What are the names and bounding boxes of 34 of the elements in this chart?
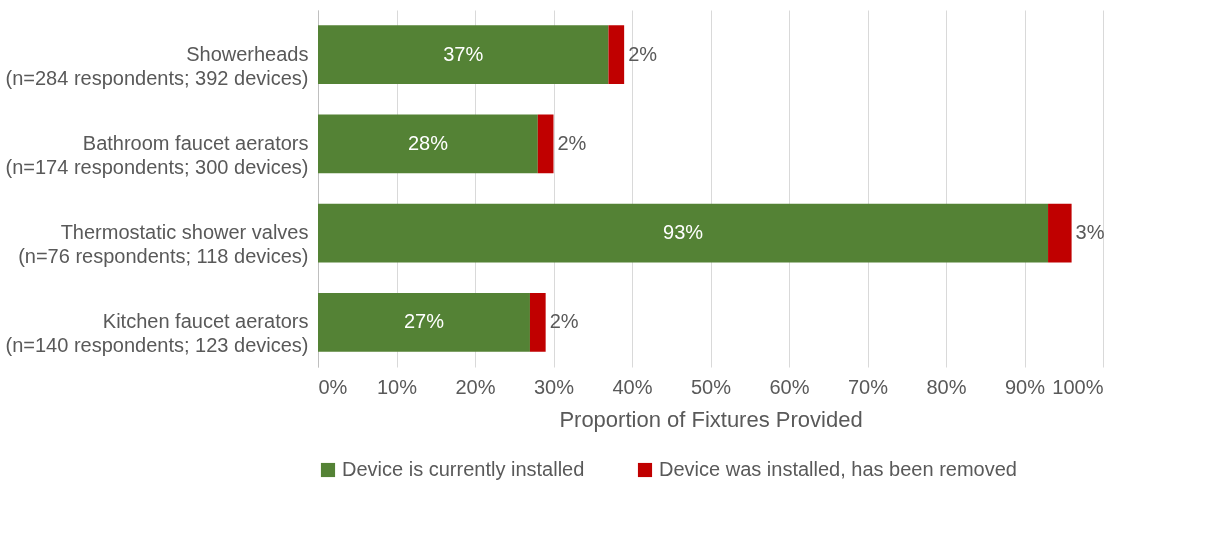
data-label: 93%: [663, 221, 704, 244]
bar: [318, 25, 609, 85]
y-tick-label: Showerheads (n=284 respondents; 392 devices): [5, 42, 309, 89]
bar: [318, 203, 1049, 263]
data-label: 2%: [549, 310, 579, 333]
legend-label: Device is currently installed: [342, 458, 585, 480]
y-tick-label: Thermostatic shower valves (n=76 respondents; 118 devices): [18, 221, 309, 268]
x-tick-label: 90%: [1004, 375, 1046, 398]
x-tick-label: 80%: [926, 375, 967, 398]
x-axis-title: Proportion of Fixtures Provided: [559, 406, 863, 432]
legend-label: Device was installed, has been removed: [659, 458, 1017, 480]
x-tick-label: 100%: [1052, 375, 1104, 398]
data-label: 2%: [557, 131, 587, 154]
bar: [608, 25, 625, 85]
data-label: 27%: [403, 310, 445, 333]
bar: [537, 114, 554, 174]
bar: [318, 292, 530, 352]
data-label: 3%: [1075, 221, 1105, 244]
x-tick-label: 60%: [769, 375, 810, 398]
x-tick-label: 50%: [690, 375, 732, 398]
data-label: 2%: [628, 42, 658, 65]
x-tick-label: 70%: [847, 375, 889, 398]
y-tick-label: Kitchen faucet aerators (n=140 respondents; 123 devices): [5, 310, 309, 357]
bar: [529, 292, 546, 352]
y-tick-label: Bathroom faucet aerators (n=174 respondents; 300 devices): [5, 131, 309, 178]
bar: [1048, 203, 1072, 263]
bar: [318, 114, 538, 174]
x-tick-label: 30%: [533, 375, 575, 398]
data-label: 28%: [407, 131, 449, 154]
x-tick-label: 20%: [455, 375, 496, 398]
x-tick-label: 0%: [318, 375, 348, 398]
x-tick-label: 40%: [612, 375, 653, 398]
x-tick-label: 10%: [376, 375, 418, 398]
data-label: 37%: [443, 42, 484, 65]
